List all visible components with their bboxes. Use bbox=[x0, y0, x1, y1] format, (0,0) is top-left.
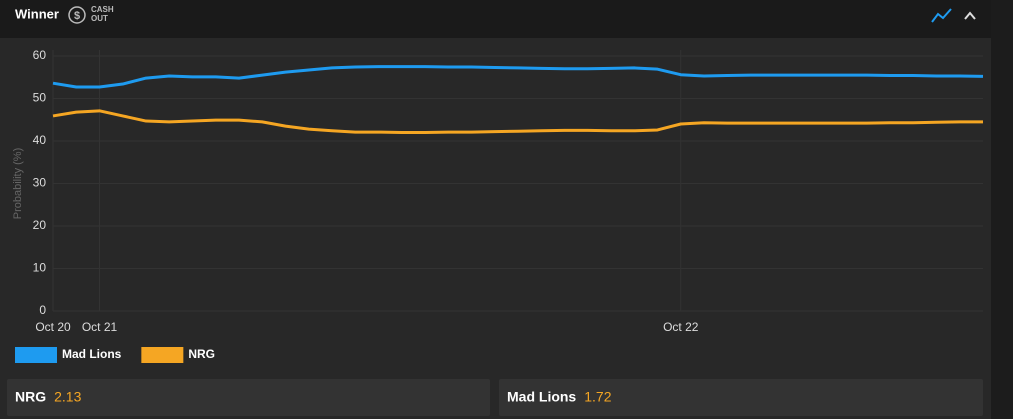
legend-label: Mad Lions bbox=[62, 347, 122, 361]
series-line bbox=[52, 109, 983, 134]
x-tick-label: Oct 21 bbox=[82, 320, 118, 334]
y-tick-label: 20 bbox=[33, 218, 47, 232]
y-tick-label: 50 bbox=[33, 91, 47, 105]
cash-out-label: CASH bbox=[91, 5, 114, 14]
x-tick-label: Oct 22 bbox=[663, 320, 699, 334]
odds-team: NRG bbox=[15, 389, 46, 405]
cash-out-icon-symbol: $ bbox=[74, 10, 80, 22]
odds-button[interactable] bbox=[499, 379, 983, 416]
y-tick-label: 30 bbox=[33, 176, 47, 190]
x-tick-label: Oct 20 bbox=[35, 320, 71, 334]
legend-label: NRG bbox=[188, 347, 215, 361]
odds-price: 1.72 bbox=[584, 389, 611, 405]
cash-out-label: OUT bbox=[91, 14, 108, 23]
odds-team: Mad Lions bbox=[507, 389, 576, 405]
y-tick-label: 0 bbox=[39, 303, 46, 317]
y-tick-label: 60 bbox=[33, 48, 47, 62]
y-tick-label: 10 bbox=[33, 261, 47, 275]
chart-toggle[interactable] bbox=[931, 8, 952, 23]
collapse-button[interactable] bbox=[964, 11, 976, 20]
series-line bbox=[52, 65, 984, 89]
legend-swatch bbox=[141, 347, 184, 363]
y-tick-label: 40 bbox=[33, 133, 47, 147]
market-title: Winner bbox=[15, 6, 59, 21]
odds-button[interactable] bbox=[7, 379, 490, 416]
legend-swatch bbox=[15, 347, 57, 363]
header-bar bbox=[0, 0, 991, 38]
y-axis-label: Probability (%) bbox=[12, 148, 24, 220]
odds-price: 2.13 bbox=[54, 389, 81, 405]
cash-out-icon bbox=[68, 6, 86, 24]
